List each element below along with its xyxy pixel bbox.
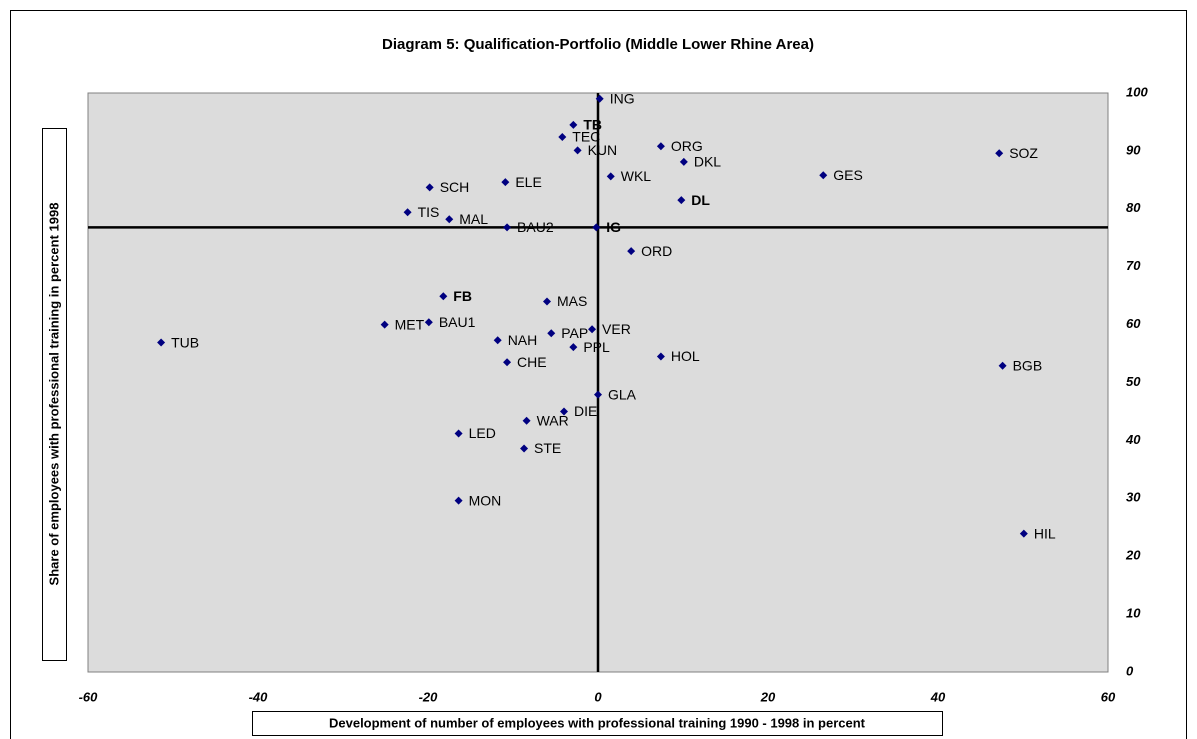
point-label: SCH	[440, 179, 470, 195]
point	[656, 352, 665, 361]
point	[543, 297, 551, 306]
y-axis-label: Share of employees with professional tra…	[46, 203, 61, 586]
x-axis-label: Development of number of employees with …	[329, 715, 866, 730]
point	[594, 390, 602, 399]
point	[547, 329, 556, 338]
point-label: PPL	[583, 339, 610, 355]
x-tick-label: -40	[249, 689, 269, 704]
point	[520, 444, 529, 453]
point-label: KUN	[588, 142, 618, 158]
y-label-box	[42, 128, 67, 661]
point-label: FB	[453, 288, 472, 304]
x-tick-label: -60	[79, 689, 99, 704]
point	[819, 171, 828, 180]
x-tick-label: 0	[594, 689, 602, 704]
point	[588, 325, 597, 334]
x-tick-label: 40	[930, 689, 946, 704]
point-label: TEC	[572, 129, 600, 145]
point	[501, 178, 510, 187]
point	[592, 223, 601, 232]
point-label: MAS	[557, 293, 587, 309]
point	[558, 133, 567, 142]
point	[595, 94, 604, 103]
point-label: WKL	[621, 168, 652, 184]
point-label: ING	[610, 90, 635, 106]
point	[445, 215, 454, 224]
point-label: DIE	[574, 403, 597, 419]
point	[503, 223, 512, 232]
point-label: HOL	[671, 348, 700, 364]
point-label: NAH	[508, 332, 538, 348]
point-label: VER	[602, 321, 631, 337]
point-label: ORD	[641, 243, 672, 259]
point	[569, 120, 578, 129]
x-tick-label: 60	[1101, 689, 1116, 704]
y-tick-label: 30	[1126, 490, 1141, 505]
point-label: WAR	[537, 412, 569, 428]
point	[998, 361, 1007, 370]
point-label: SOZ	[1009, 145, 1038, 161]
point-label: ELE	[515, 174, 541, 190]
point-label: TIS	[418, 204, 440, 220]
y-tick-label: 0	[1126, 663, 1134, 678]
point	[606, 172, 615, 181]
y-tick-label: 40	[1125, 432, 1141, 447]
point	[454, 429, 463, 438]
y-tick-label: 100	[1126, 84, 1148, 99]
y-tick-label: 80	[1126, 200, 1141, 215]
point-label: GES	[833, 167, 863, 183]
point-label: ORG	[671, 138, 703, 154]
point	[627, 247, 636, 256]
point-label: STE	[534, 440, 561, 456]
point	[380, 320, 389, 329]
x-label-box	[252, 711, 943, 736]
point-label: BGB	[1013, 357, 1043, 373]
point	[656, 142, 665, 151]
point-label: TUB	[171, 334, 199, 350]
point-label: MON	[469, 492, 502, 508]
point	[522, 416, 531, 425]
y-tick-label: 70	[1126, 258, 1141, 273]
y-tick-label: 50	[1126, 374, 1141, 389]
point-label: PAP	[561, 325, 588, 341]
point	[424, 318, 433, 327]
point	[677, 196, 686, 205]
point	[569, 343, 578, 352]
point-label: MET	[395, 316, 425, 332]
point	[403, 208, 412, 217]
point-label: BAU2	[517, 219, 554, 235]
y-tick-label: 90	[1126, 142, 1141, 157]
point-label: CHE	[517, 354, 547, 370]
point	[454, 496, 463, 505]
y-tick-label: 60	[1126, 316, 1141, 331]
point	[439, 292, 448, 301]
point-label: HIL	[1034, 525, 1056, 541]
point-label: GLA	[608, 386, 637, 402]
point	[425, 183, 434, 192]
point-label: TB	[583, 117, 602, 133]
point	[573, 146, 582, 155]
point	[560, 407, 568, 416]
point-label: MAL	[459, 211, 488, 227]
point-label: DKL	[694, 154, 721, 170]
point	[503, 358, 512, 367]
point-label: BAU1	[439, 314, 476, 330]
point	[1019, 529, 1028, 538]
point	[995, 149, 1004, 158]
point	[679, 157, 688, 166]
y-tick-label: 10	[1126, 606, 1141, 621]
point-label: LED	[469, 425, 496, 441]
point-label: IG	[606, 219, 621, 235]
chart-title: Diagram 5: Qualification-Portfolio (Midd…	[382, 36, 814, 53]
point-label: DL	[691, 192, 710, 208]
point	[493, 336, 502, 345]
x-tick-label: 20	[760, 689, 776, 704]
point	[157, 338, 166, 347]
y-tick-label: 20	[1125, 548, 1141, 563]
x-tick-label: -20	[419, 689, 439, 704]
